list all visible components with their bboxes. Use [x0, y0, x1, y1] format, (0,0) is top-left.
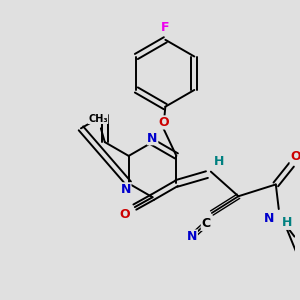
Text: N: N — [147, 132, 158, 145]
Text: N: N — [187, 230, 197, 243]
Text: C: C — [201, 217, 211, 230]
Text: F: F — [161, 22, 170, 34]
Text: N: N — [121, 183, 131, 196]
Text: H: H — [281, 216, 292, 229]
Text: H: H — [214, 155, 224, 168]
Text: O: O — [120, 208, 130, 221]
Text: O: O — [290, 150, 300, 164]
Text: O: O — [158, 116, 169, 129]
Text: N: N — [264, 212, 274, 225]
Text: CH₃: CH₃ — [88, 113, 108, 124]
